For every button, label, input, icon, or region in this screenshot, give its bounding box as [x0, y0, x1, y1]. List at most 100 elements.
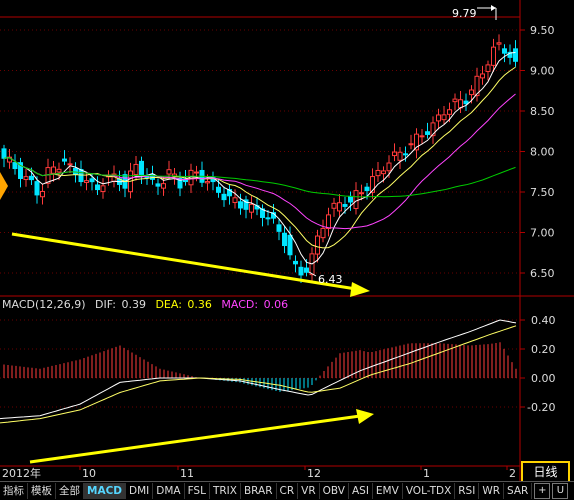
time-label-jan: 1: [423, 467, 430, 480]
tab-macd[interactable]: MACD: [84, 483, 126, 499]
candle-body: [414, 133, 419, 151]
candle-body: [348, 195, 353, 203]
period-selector[interactable]: 日线: [521, 461, 570, 483]
candle-body: [243, 199, 249, 210]
tab-trix[interactable]: TRIX: [210, 483, 241, 499]
tab-vr[interactable]: VR: [298, 483, 320, 499]
macd-grid: [0, 319, 520, 408]
candle-body: [221, 193, 227, 201]
candle-body: [436, 114, 441, 122]
dea-line: [0, 325, 517, 424]
moving-average-lines: [3, 51, 516, 265]
candle-body: [45, 167, 51, 184]
macd-header: MACD(12,26,9) DIF: 0.39 DEA: 0.36 MACD: …: [2, 298, 288, 311]
tab-obv[interactable]: OBV: [320, 483, 349, 499]
macd-tick-label: -0.20: [527, 401, 555, 414]
tab-vol-tdx[interactable]: VOL-TDX: [403, 483, 456, 499]
price-axis: 9.50 9.00 8.50 8.00 7.50 7.00 6.50: [520, 24, 555, 280]
macd-trend-arrow: [29, 414, 361, 464]
tab-wr[interactable]: WR: [479, 483, 505, 499]
candle-body: [359, 192, 364, 195]
kline-chart[interactable]: 9.50 9.00 8.50 8.00 7.50 7.00 6.50 0.40 0.20 0.0…: [0, 0, 574, 481]
candle-body: [18, 162, 23, 179]
candle-body: [260, 208, 265, 218]
price-tick-label: 8.50: [530, 105, 555, 118]
candle-body: [155, 183, 161, 187]
candle-body: [23, 176, 29, 181]
time-axis: 2012年 10 11 12 1 2: [2, 466, 516, 480]
tab-cr[interactable]: CR: [277, 483, 299, 499]
tab-dma[interactable]: DMA: [153, 483, 185, 499]
candle-body: [403, 153, 408, 156]
candle-body: [447, 109, 452, 115]
candle-body: [331, 202, 337, 209]
tab-template[interactable]: 模板: [28, 483, 56, 499]
candle-body: [397, 151, 403, 161]
candle-body: [29, 175, 34, 181]
candle-body: [513, 48, 518, 62]
tab-dmi[interactable]: DMI: [126, 483, 154, 499]
candle-body: [375, 169, 381, 177]
time-label-dec: 12: [307, 467, 321, 480]
candle-body: [62, 158, 67, 162]
candle-body: [67, 163, 73, 166]
candle-body: [485, 64, 491, 72]
ma10-line: [3, 66, 516, 249]
time-label-oct: 10: [82, 467, 96, 480]
tab-brar[interactable]: BRAR: [241, 483, 277, 499]
time-label-nov: 11: [180, 467, 194, 480]
candle-body: [304, 267, 309, 273]
candle-body: [315, 235, 320, 255]
tab-emv[interactable]: EMV: [373, 483, 403, 499]
macd-axis: 0.40 0.20 0.00 -0.20: [520, 314, 556, 414]
candle-body: [276, 224, 282, 232]
candle-body: [430, 122, 436, 137]
candle-body: [166, 169, 172, 175]
candle-body: [502, 48, 507, 54]
candle-body: [205, 181, 210, 184]
candle-body: [392, 151, 397, 157]
tab-all[interactable]: 全部: [56, 483, 84, 499]
unit-button[interactable]: U: [552, 483, 569, 499]
candle-body: [161, 183, 166, 189]
candle-body: [469, 89, 474, 96]
candle-body: [100, 185, 106, 193]
price-trend-arrowhead: [350, 282, 370, 297]
candle-body: [95, 184, 100, 191]
tab-asi[interactable]: ASI: [349, 483, 373, 499]
candle-body: [386, 162, 392, 172]
candle-body: [287, 234, 293, 256]
candle-body: [370, 176, 375, 193]
candle-body: [216, 186, 221, 193]
tab-indicator[interactable]: 指标: [0, 483, 28, 499]
candle-body: [342, 204, 348, 207]
chart-frame: [0, 0, 574, 481]
candle-body: [177, 177, 183, 189]
candle-body: [463, 100, 469, 105]
candle-body: [441, 114, 447, 121]
candle-body: [1, 148, 7, 159]
time-label-feb: 2: [509, 467, 516, 480]
candle-body: [133, 163, 139, 176]
candle-body: [84, 180, 89, 183]
candle-body: [238, 201, 243, 209]
tab-fsl[interactable]: FSL: [185, 483, 210, 499]
candle-body: [56, 168, 62, 173]
candle-body: [425, 131, 430, 135]
candle-body: [194, 171, 199, 174]
zoom-in-button[interactable]: +: [534, 483, 551, 499]
price-grid: [0, 29, 520, 274]
candle-body: [419, 135, 425, 138]
tab-rsi[interactable]: RSI: [455, 483, 480, 499]
candle-body: [51, 166, 56, 174]
candle-body: [298, 266, 304, 276]
tab-sar[interactable]: SAR: [504, 483, 533, 499]
left-scroll-marker[interactable]: [0, 172, 8, 200]
price-tick-label: 9.00: [530, 65, 555, 78]
price-tick-label: 8.00: [530, 146, 555, 159]
macd-value: 0.06: [264, 298, 289, 311]
macd-tick-label: 0.20: [531, 343, 556, 356]
candle-body: [232, 197, 238, 203]
high-annotation: 9.79: [452, 5, 497, 20]
candle-body: [480, 73, 485, 79]
